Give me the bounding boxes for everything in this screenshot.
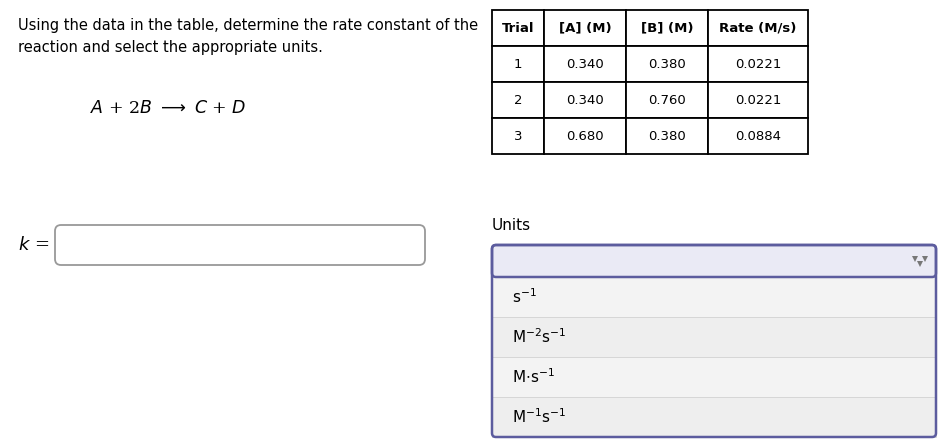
Bar xyxy=(544,10,626,46)
Bar xyxy=(626,82,708,118)
Text: 0.380: 0.380 xyxy=(649,57,686,70)
Text: 2: 2 xyxy=(514,93,522,106)
Text: 0.680: 0.680 xyxy=(566,129,604,142)
Text: 0.340: 0.340 xyxy=(566,93,604,106)
Bar xyxy=(492,118,544,154)
Bar xyxy=(626,46,708,82)
Text: $\mathregular{M{\cdot}s^{-1}}$: $\mathregular{M{\cdot}s^{-1}}$ xyxy=(512,368,554,386)
Bar xyxy=(708,10,808,46)
Bar xyxy=(626,118,708,154)
Bar xyxy=(708,82,808,118)
Text: 0.340: 0.340 xyxy=(566,57,604,70)
Bar xyxy=(708,46,808,82)
Text: [A] (M): [A] (M) xyxy=(558,21,611,35)
Text: 0.0221: 0.0221 xyxy=(735,93,781,106)
Text: $\mathregular{s^{-1}}$: $\mathregular{s^{-1}}$ xyxy=(512,287,536,306)
Bar xyxy=(626,10,708,46)
FancyBboxPatch shape xyxy=(492,245,936,277)
Text: Using the data in the table, determine the rate constant of the: Using the data in the table, determine t… xyxy=(18,18,478,33)
Text: reaction and select the appropriate units.: reaction and select the appropriate unit… xyxy=(18,40,323,55)
Text: 0.0221: 0.0221 xyxy=(735,57,781,70)
Text: 3: 3 xyxy=(514,129,522,142)
Bar xyxy=(492,397,936,437)
Text: Rate (M/s): Rate (M/s) xyxy=(719,21,797,35)
Bar xyxy=(492,10,544,46)
Text: Trial: Trial xyxy=(502,21,534,35)
Text: [B] (M): [B] (M) xyxy=(641,21,693,35)
Bar xyxy=(492,277,936,317)
Bar xyxy=(492,46,544,82)
Bar xyxy=(708,118,808,154)
Bar xyxy=(544,46,626,82)
Text: 0.0884: 0.0884 xyxy=(735,129,781,142)
Text: Units: Units xyxy=(492,218,531,233)
Bar xyxy=(492,317,936,357)
Bar xyxy=(492,82,544,118)
Bar xyxy=(492,357,936,397)
Text: $\mathit{A}$ + 2$\mathit{B}$ $\longrightarrow$ $\mathit{C}$ + $\mathit{D}$: $\mathit{A}$ + 2$\mathit{B}$ $\longright… xyxy=(90,100,246,117)
Bar xyxy=(544,118,626,154)
Bar xyxy=(544,82,626,118)
Text: 0.760: 0.760 xyxy=(649,93,686,106)
Text: $\mathit{k}$ =: $\mathit{k}$ = xyxy=(18,236,49,254)
FancyBboxPatch shape xyxy=(55,225,425,265)
Text: 0.380: 0.380 xyxy=(649,129,686,142)
Text: $\mathregular{M^{-1}s^{-1}}$: $\mathregular{M^{-1}s^{-1}}$ xyxy=(512,408,566,426)
Text: 1: 1 xyxy=(514,57,522,70)
Text: $\mathregular{M^{-2}s^{-1}}$: $\mathregular{M^{-2}s^{-1}}$ xyxy=(512,328,566,346)
